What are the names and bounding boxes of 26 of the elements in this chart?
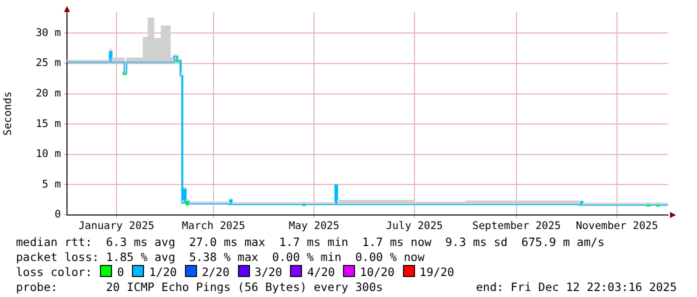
- y-tick-label: 20 m: [36, 88, 61, 100]
- legend-label: 4/20: [307, 265, 335, 279]
- legend-label: 19/20: [420, 265, 454, 279]
- y-tick-label: 25 m: [36, 57, 61, 70]
- y-tick-label: 5 m: [42, 178, 61, 190]
- y-tick-label: 30 m: [36, 26, 61, 39]
- text: median rtt: 6.3 ms avg 27.0 ms max 1.7 ms min 1.7 ms now 9.3 ms sd 675.9 m am/s: [16, 235, 605, 249]
- legend-label: 1/20: [149, 265, 177, 279]
- x-tick-label: March 2025: [182, 220, 246, 232]
- x-tick-label: May 2025: [288, 220, 340, 232]
- y-tick-label: 15 m: [36, 118, 61, 130]
- x-tick-label: July 2025: [386, 220, 443, 232]
- legend-label: 2/20: [202, 265, 230, 279]
- y-tick-label: 10 m: [36, 148, 61, 160]
- x-tick-label: November 2025: [576, 220, 658, 232]
- y-tick-label: 0: [54, 208, 61, 221]
- legend-label: 3/20: [254, 265, 282, 279]
- legend-label: 10/20: [360, 265, 395, 279]
- text: probe: 20 ICMP Echo Pings (56 Bytes) every 300s: [16, 280, 383, 294]
- legend-title: loss color:: [16, 265, 92, 279]
- x-tick-label: September 2025: [472, 220, 561, 232]
- text: packet loss: 1.85 % avg 5.38 % max 0.00 % min 0.00 % now: [16, 250, 424, 264]
- text: end: Fri Dec 12 22:03:16 2025: [476, 280, 677, 294]
- y-axis-title: Seconds: [2, 91, 14, 136]
- x-tick-label: January 2025: [78, 220, 154, 232]
- legend-label: 0: [117, 265, 124, 279]
